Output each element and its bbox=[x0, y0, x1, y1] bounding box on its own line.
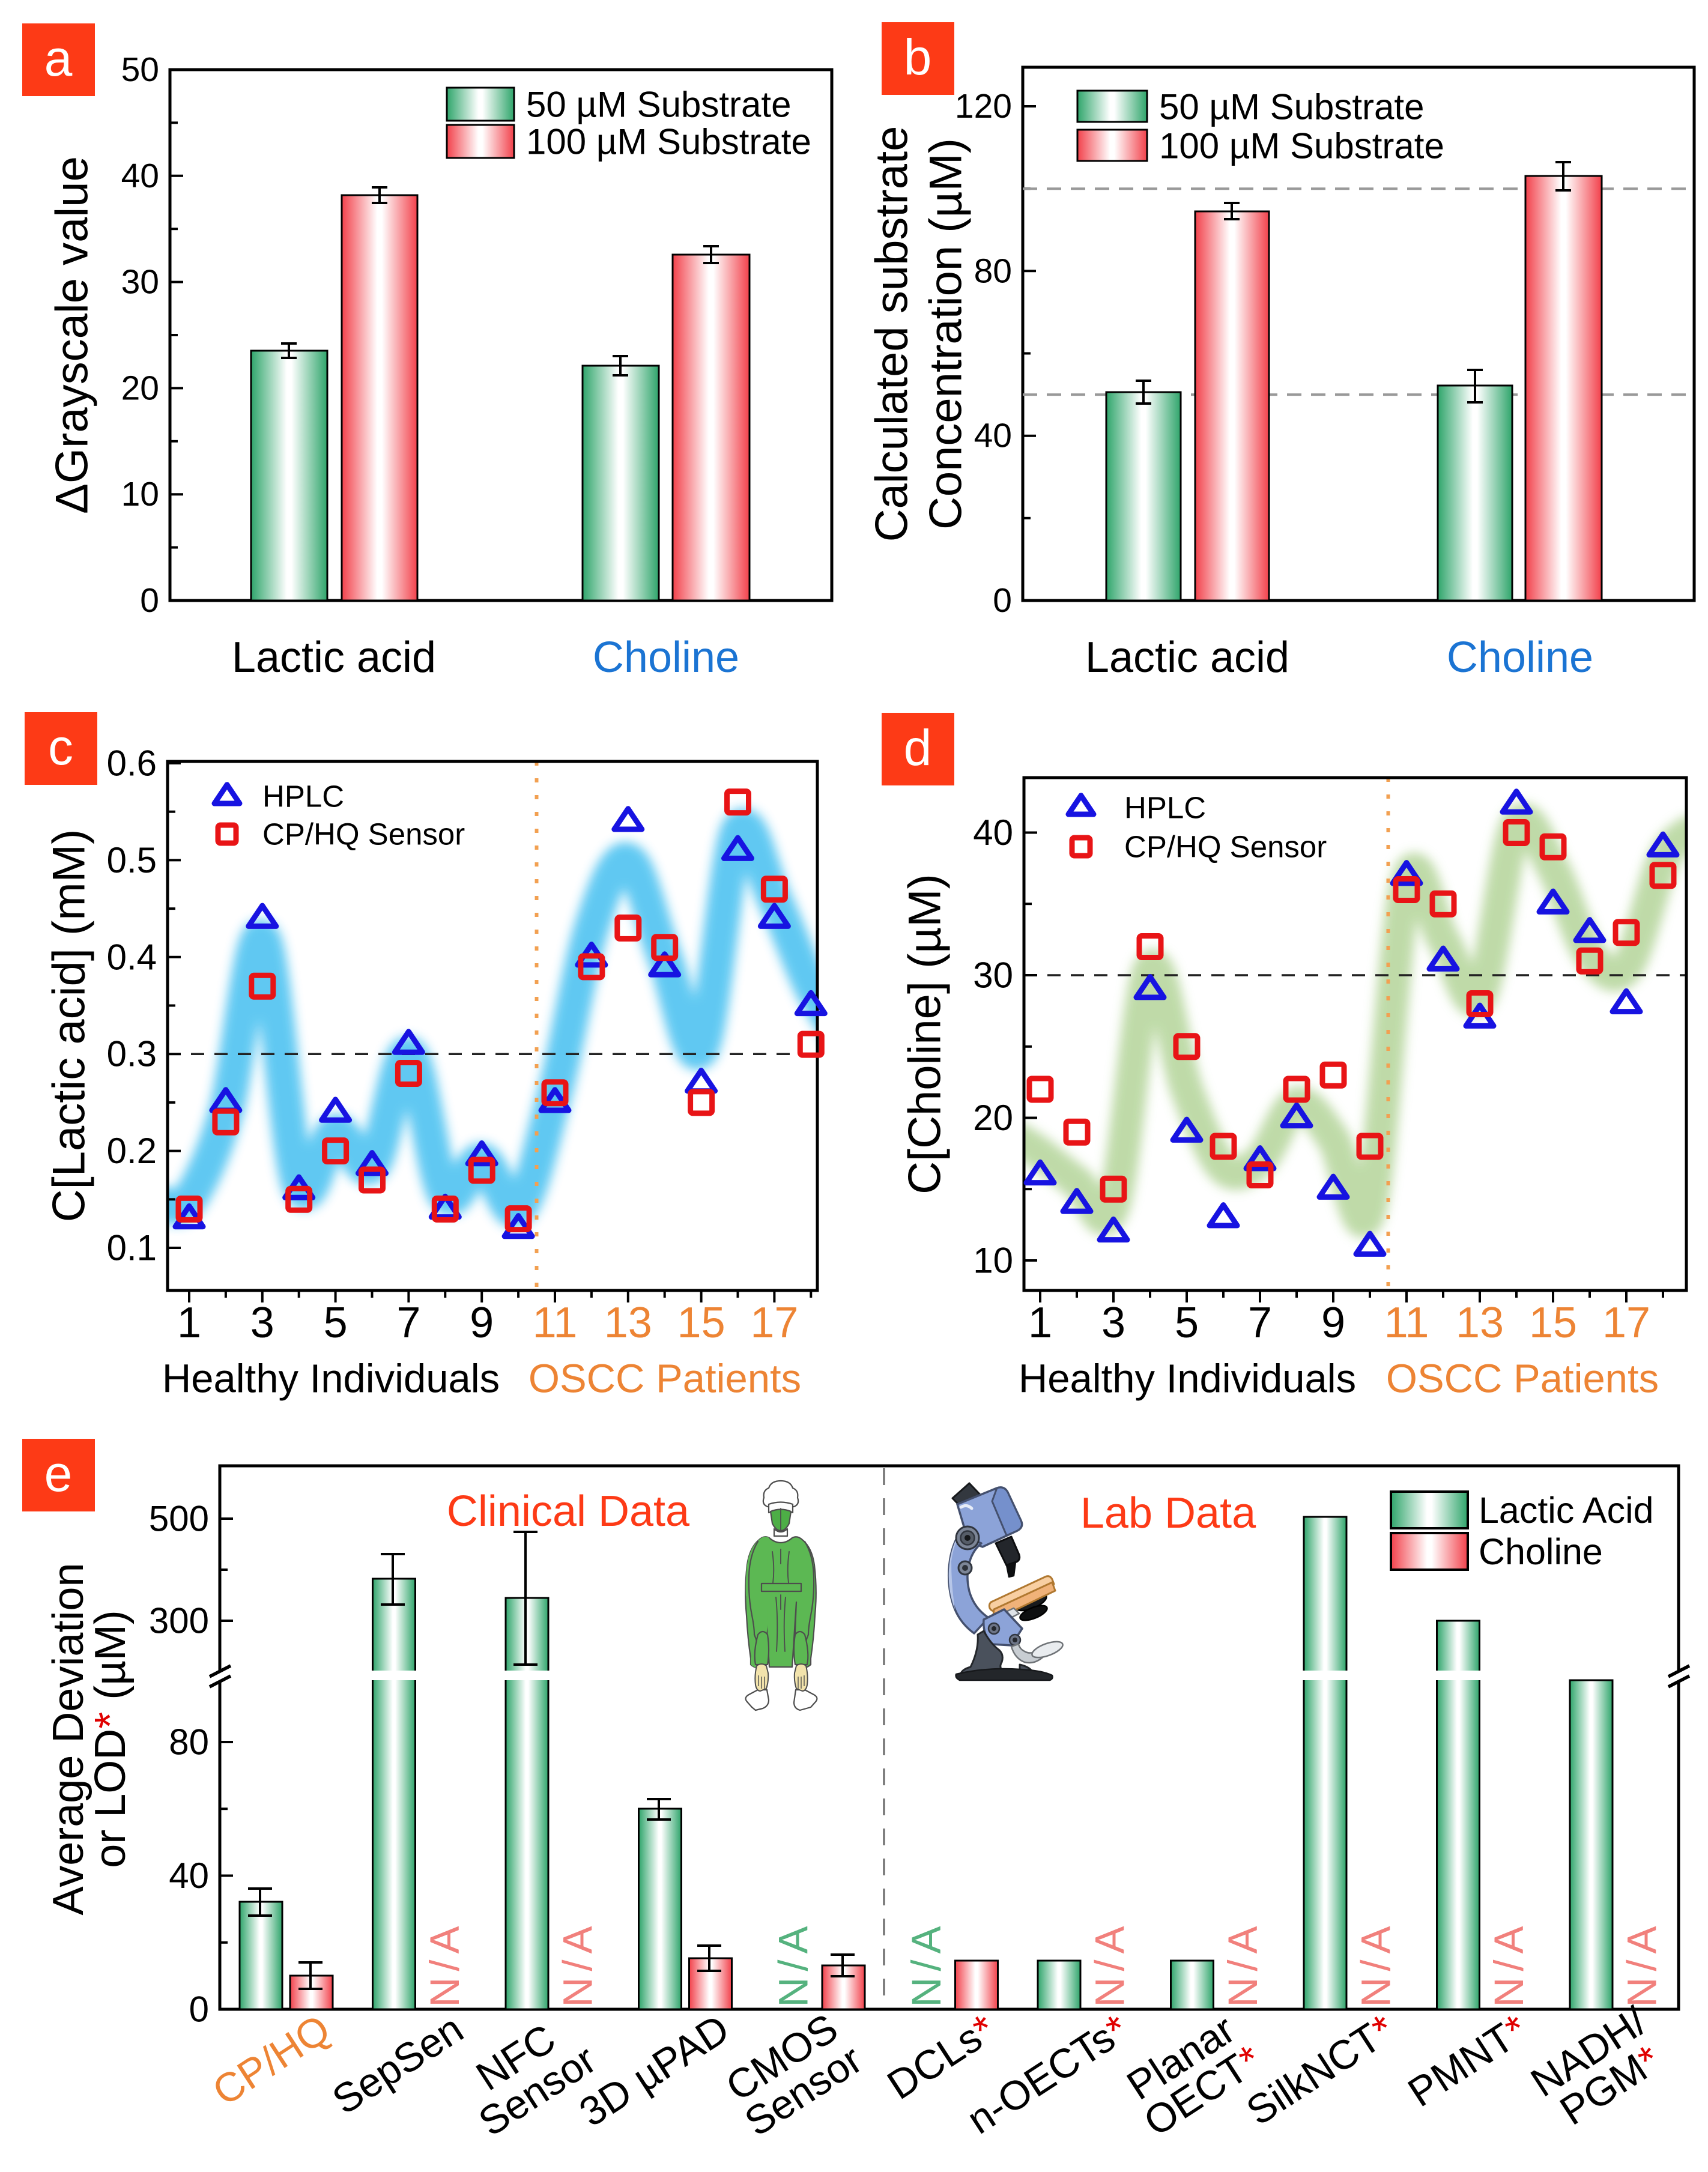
svg-text:Average Deviation: Average Deviation bbox=[44, 1562, 92, 1915]
svg-text:10: 10 bbox=[973, 1241, 1013, 1281]
svg-text:0: 0 bbox=[140, 581, 159, 620]
svg-text:0: 0 bbox=[993, 581, 1012, 620]
svg-text:40: 40 bbox=[974, 417, 1012, 455]
svg-text:10: 10 bbox=[121, 475, 159, 513]
svg-text:0.2: 0.2 bbox=[107, 1131, 157, 1171]
svg-text:30: 30 bbox=[121, 263, 159, 301]
svg-text:20: 20 bbox=[973, 1098, 1013, 1138]
svg-text:or LOD* (µM): or LOD* (µM) bbox=[86, 1610, 135, 1868]
svg-text:C[Choline] (µM): C[Choline] (µM) bbox=[900, 874, 951, 1194]
svg-text:100 µM Substrate: 100 µM Substrate bbox=[526, 122, 811, 162]
svg-text:0.4: 0.4 bbox=[107, 937, 157, 977]
svg-text:N/A: N/A bbox=[1486, 1920, 1532, 2007]
svg-text:C[Lactic acid] (mM): C[Lactic acid] (mM) bbox=[44, 829, 95, 1223]
svg-text:Calculated substrate: Calculated substrate bbox=[867, 126, 918, 542]
svg-text:e: e bbox=[44, 1445, 73, 1502]
svg-text:N/A: N/A bbox=[555, 1920, 601, 2007]
svg-text:Clinical Data: Clinical Data bbox=[447, 1487, 690, 1535]
svg-text:500: 500 bbox=[149, 1499, 209, 1539]
svg-text:11: 11 bbox=[533, 1299, 578, 1347]
svg-text:50 µM Substrate: 50 µM Substrate bbox=[526, 85, 791, 125]
svg-text:7: 7 bbox=[1248, 1299, 1272, 1347]
svg-text:Concentration (µM): Concentration (µM) bbox=[921, 138, 972, 530]
svg-text:a: a bbox=[44, 30, 73, 86]
svg-text:1: 1 bbox=[1028, 1299, 1052, 1347]
svg-text:OSCC Patients: OSCC Patients bbox=[528, 1357, 801, 1402]
svg-text:N/A: N/A bbox=[903, 1920, 949, 2007]
svg-text:Lab Data: Lab Data bbox=[1080, 1489, 1256, 1537]
svg-text:0.6: 0.6 bbox=[107, 743, 157, 784]
svg-text:17: 17 bbox=[1602, 1299, 1650, 1347]
svg-text:30: 30 bbox=[973, 955, 1013, 996]
svg-text:5: 5 bbox=[324, 1299, 348, 1347]
svg-text:3: 3 bbox=[250, 1299, 274, 1347]
svg-text:40: 40 bbox=[973, 812, 1013, 853]
svg-text:9: 9 bbox=[1321, 1299, 1345, 1347]
svg-text:N/A: N/A bbox=[771, 1920, 817, 2007]
svg-text:N/A: N/A bbox=[1087, 1920, 1133, 2007]
svg-text:ΔGrayscale value: ΔGrayscale value bbox=[47, 156, 98, 514]
svg-text:N/A: N/A bbox=[1220, 1920, 1266, 2007]
svg-text:1: 1 bbox=[177, 1299, 201, 1347]
svg-text:17: 17 bbox=[750, 1299, 798, 1347]
svg-text:11: 11 bbox=[1384, 1299, 1429, 1347]
svg-text:Choline: Choline bbox=[1479, 1531, 1603, 1572]
svg-text:HPLC: HPLC bbox=[262, 779, 344, 814]
svg-text:Choline: Choline bbox=[593, 634, 739, 682]
svg-text:0.3: 0.3 bbox=[107, 1034, 157, 1074]
svg-text:120: 120 bbox=[955, 87, 1012, 126]
svg-text:5: 5 bbox=[1175, 1299, 1199, 1347]
svg-text:Lactic Acid: Lactic Acid bbox=[1479, 1490, 1654, 1531]
svg-text:c: c bbox=[48, 719, 73, 775]
svg-text:HPLC: HPLC bbox=[1124, 791, 1206, 825]
svg-text:3: 3 bbox=[1101, 1299, 1125, 1347]
svg-text:CP/HQ Sensor: CP/HQ Sensor bbox=[262, 817, 465, 852]
svg-text:20: 20 bbox=[121, 369, 159, 407]
svg-text:N/A: N/A bbox=[1619, 1920, 1665, 2007]
svg-text:Healthy Individuals: Healthy Individuals bbox=[1019, 1357, 1356, 1402]
svg-text:13: 13 bbox=[604, 1299, 652, 1347]
svg-text:0.1: 0.1 bbox=[107, 1228, 157, 1268]
svg-text:40: 40 bbox=[169, 1856, 209, 1896]
svg-text:50: 50 bbox=[121, 50, 159, 89]
svg-text:50 µM Substrate: 50 µM Substrate bbox=[1159, 87, 1424, 127]
svg-text:80: 80 bbox=[169, 1722, 209, 1762]
svg-text:Lactic acid: Lactic acid bbox=[1085, 634, 1289, 682]
svg-text:40: 40 bbox=[121, 157, 159, 195]
svg-text:Choline: Choline bbox=[1447, 634, 1593, 682]
svg-text:CP/HQ Sensor: CP/HQ Sensor bbox=[1124, 830, 1327, 864]
svg-text:Healthy Individuals: Healthy Individuals bbox=[162, 1357, 500, 1402]
svg-text:15: 15 bbox=[677, 1299, 725, 1347]
svg-text:OSCC Patients: OSCC Patients bbox=[1386, 1357, 1659, 1402]
svg-text:7: 7 bbox=[396, 1299, 420, 1347]
svg-text:9: 9 bbox=[470, 1299, 494, 1347]
svg-text:N/A: N/A bbox=[1353, 1920, 1399, 2007]
svg-text:N/A: N/A bbox=[422, 1920, 468, 2007]
svg-text:Lactic acid: Lactic acid bbox=[232, 634, 436, 682]
svg-text:0: 0 bbox=[189, 1989, 209, 2030]
svg-text:100 µM Substrate: 100 µM Substrate bbox=[1159, 126, 1444, 166]
svg-text:300: 300 bbox=[149, 1601, 209, 1641]
svg-text:80: 80 bbox=[974, 252, 1012, 290]
svg-text:b: b bbox=[904, 29, 932, 85]
svg-text:d: d bbox=[904, 719, 932, 776]
svg-text:13: 13 bbox=[1456, 1299, 1504, 1347]
svg-text:15: 15 bbox=[1529, 1299, 1577, 1347]
svg-text:0.5: 0.5 bbox=[107, 840, 157, 880]
